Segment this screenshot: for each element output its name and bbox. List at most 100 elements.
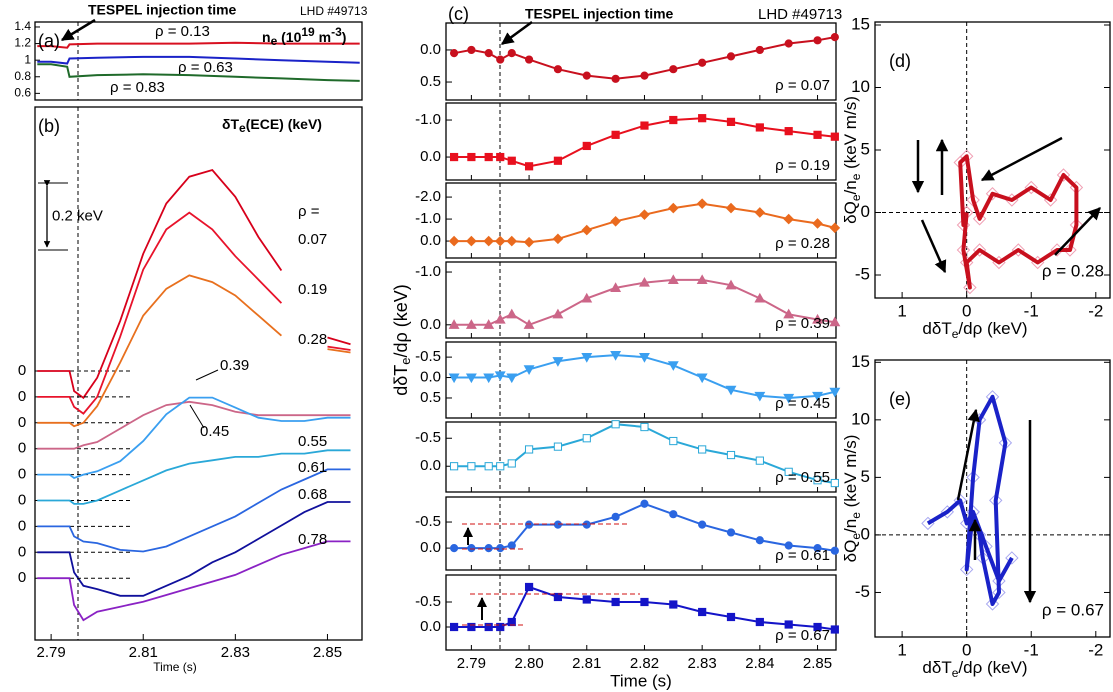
- marker: [726, 117, 736, 126]
- y-tick-label: 10: [851, 77, 870, 96]
- marker: [507, 156, 516, 165]
- marker: [507, 617, 516, 627]
- marker: [553, 592, 563, 602]
- marker: [483, 373, 495, 384]
- marker: [784, 541, 793, 550]
- y-tick-label: -5: [855, 264, 870, 283]
- marker: [467, 544, 476, 553]
- x-tick-label: -2: [1088, 301, 1103, 320]
- marker: [725, 202, 737, 214]
- label-part: e: [952, 327, 959, 341]
- marker: [1024, 180, 1038, 195]
- plot-frame: [445, 496, 837, 571]
- arrow: [956, 408, 980, 501]
- marker: [523, 365, 535, 375]
- marker: [506, 373, 518, 384]
- plot-frame: [34, 106, 363, 641]
- y-tick-label: 10: [851, 409, 870, 428]
- marker: [972, 243, 987, 257]
- series-label: ρ = 0.19: [775, 157, 830, 174]
- marker: [696, 274, 708, 285]
- y-tick-label: -0.5: [415, 348, 441, 365]
- line: [37, 449, 351, 505]
- marker: [640, 71, 649, 80]
- x-tick-label: 2.81: [129, 644, 158, 661]
- marker: [755, 536, 764, 545]
- x-tick-label: 2.83: [221, 644, 250, 661]
- marker: [611, 597, 620, 607]
- y-tick-label: -0.5: [415, 513, 441, 530]
- marker: [755, 123, 764, 132]
- series-label: 0.78: [298, 531, 327, 548]
- panel-label: (e): [889, 389, 911, 409]
- x-tick-label: 2.81: [572, 655, 601, 672]
- marker: [610, 282, 622, 292]
- axis-label: δQe/ne (keV m/s): [841, 435, 863, 563]
- x-tick-label: 2.83: [688, 655, 717, 672]
- axis-label: dδTe/dρ (keV): [922, 658, 1027, 680]
- marker: [726, 450, 736, 460]
- y-tick-label: -1.0: [415, 210, 441, 227]
- label-part: e: [849, 533, 863, 540]
- marker: [507, 459, 516, 468]
- marker: [507, 49, 516, 58]
- y-tick-label: 0.0: [420, 148, 441, 165]
- marker: [553, 520, 563, 529]
- line: [37, 168, 351, 400]
- marker: [467, 152, 476, 162]
- marker: [1005, 551, 1019, 565]
- marker: [582, 520, 591, 529]
- marker: [610, 350, 622, 361]
- y-tick-label: 0.0: [420, 618, 441, 635]
- baseline-label: 0: [18, 440, 26, 457]
- y-tick-label: -0.5: [415, 429, 441, 446]
- plot-frame: [445, 574, 837, 651]
- marker: [667, 361, 679, 371]
- marker: [449, 544, 459, 553]
- plot-frame: [445, 102, 837, 181]
- marker: [985, 187, 1000, 201]
- marker: [582, 434, 591, 443]
- x-axis-label: Time (s): [153, 660, 197, 674]
- marker: [552, 357, 564, 367]
- y-tick-label: 0: [861, 202, 870, 221]
- plot-frame: [874, 21, 1111, 299]
- marker: [483, 319, 495, 329]
- marker: [783, 213, 794, 225]
- marker: [496, 622, 505, 632]
- arrow: [920, 219, 947, 274]
- x-tick-label: 2.79: [37, 644, 66, 661]
- marker: [582, 71, 591, 80]
- y-tick-label: 0.0: [420, 232, 441, 249]
- marker: [496, 55, 505, 64]
- marker: [755, 456, 764, 465]
- panel-label: (d): [889, 51, 911, 71]
- baseline-label: 0: [18, 466, 26, 483]
- panel-c-subtitle: LHD #49713: [758, 6, 842, 23]
- marker: [448, 235, 460, 247]
- arrow: [980, 136, 1063, 182]
- line: [37, 41, 360, 49]
- marker: [484, 462, 493, 471]
- series-label: ρ = 0.39: [775, 315, 830, 332]
- y-tick-label: 0.8: [14, 69, 31, 83]
- marker: [783, 308, 795, 319]
- label-part: dδT: [922, 319, 951, 338]
- series-label: ρ = 0.63: [178, 59, 233, 76]
- line: [37, 540, 351, 622]
- marker: [813, 476, 822, 485]
- marker: [581, 353, 593, 363]
- x-tick-label: -1: [1024, 301, 1039, 320]
- marker: [959, 562, 974, 577]
- marker: [639, 276, 650, 287]
- y-tick-label: 0.0: [420, 539, 441, 556]
- y-tick-label: -1.0: [415, 263, 441, 280]
- marker: [668, 202, 679, 214]
- panel-label: (c): [448, 4, 469, 24]
- series-label: 0.28: [298, 331, 327, 348]
- marker: [698, 445, 707, 454]
- marker: [669, 600, 678, 609]
- marker: [507, 541, 516, 550]
- panel-c-title: TESPEL injection time: [525, 6, 674, 22]
- y-tick-label: 0: [861, 524, 870, 543]
